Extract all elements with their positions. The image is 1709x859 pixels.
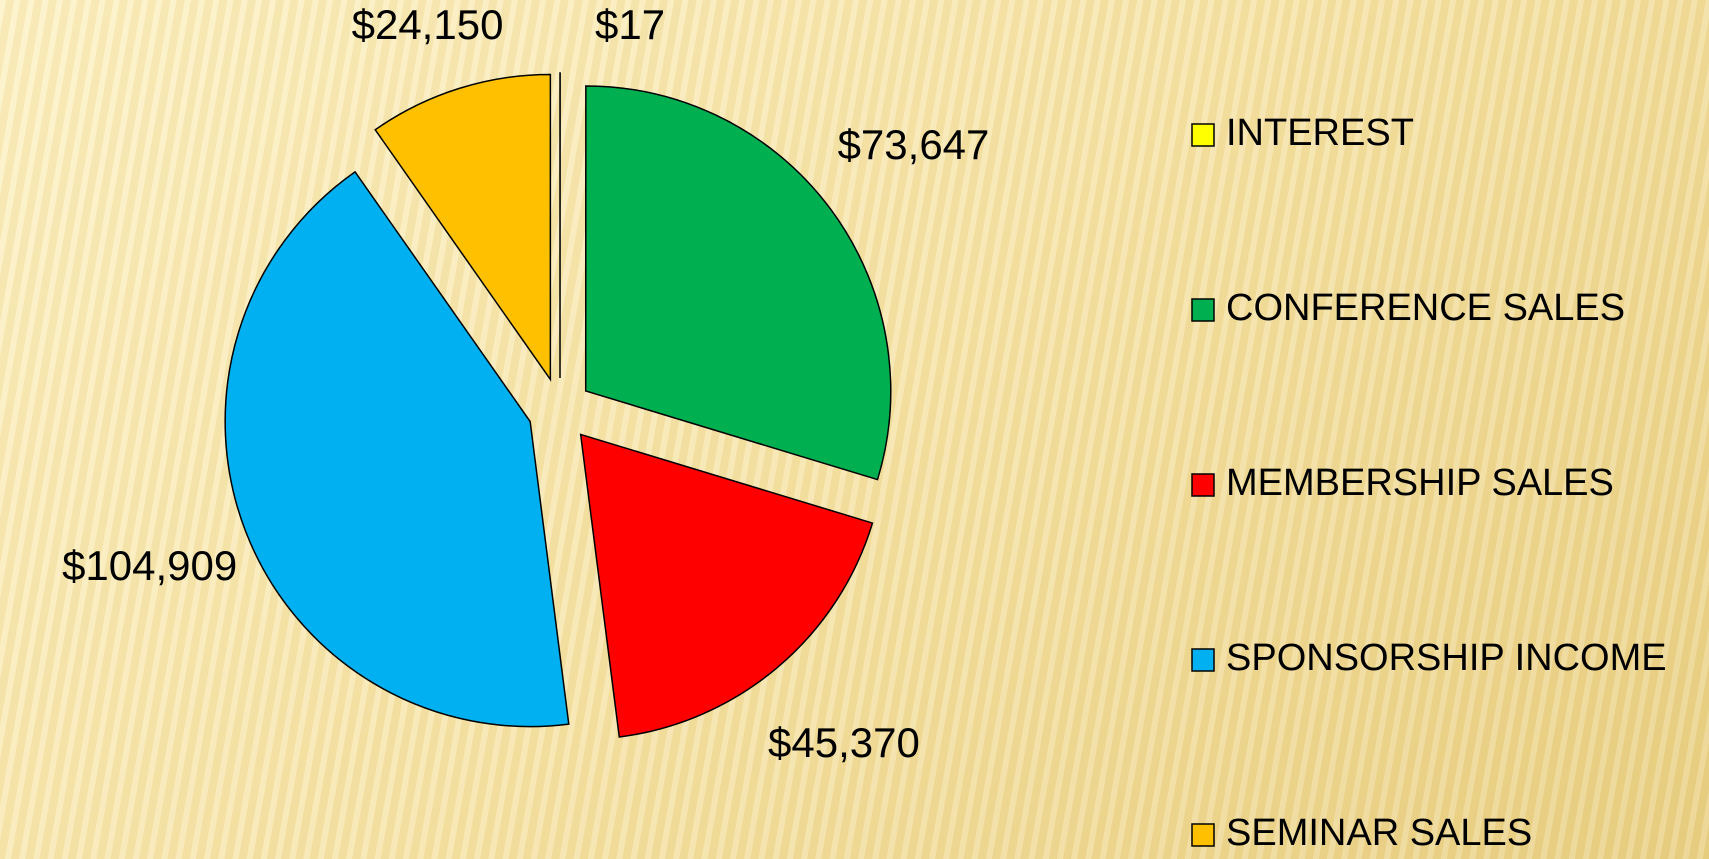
- value-label: $104,909: [62, 542, 237, 589]
- legend-swatch: [1191, 123, 1215, 147]
- pie-slice: [374, 73, 552, 382]
- pie-slice: [579, 433, 874, 738]
- pie-slice: [584, 85, 892, 481]
- legend-label: INTEREST: [1226, 112, 1414, 154]
- pie-slice: [224, 170, 570, 728]
- legend-label: MEMBERSHIP SALES: [1226, 462, 1614, 504]
- legend-swatch: [1191, 473, 1215, 497]
- legend-swatch: [1191, 823, 1215, 847]
- legend-swatch: [1191, 648, 1215, 672]
- legend-label: SPONSORSHIP INCOME: [1226, 637, 1667, 679]
- legend-label: CONFERENCE SALES: [1226, 287, 1625, 329]
- value-label: $24,150: [352, 1, 504, 48]
- legend-label: SEMINAR SALES: [1226, 812, 1532, 854]
- value-label: $45,370: [768, 719, 920, 766]
- value-label: $17: [595, 1, 665, 48]
- value-label: $73,647: [838, 121, 990, 168]
- legend-swatch: [1191, 298, 1215, 322]
